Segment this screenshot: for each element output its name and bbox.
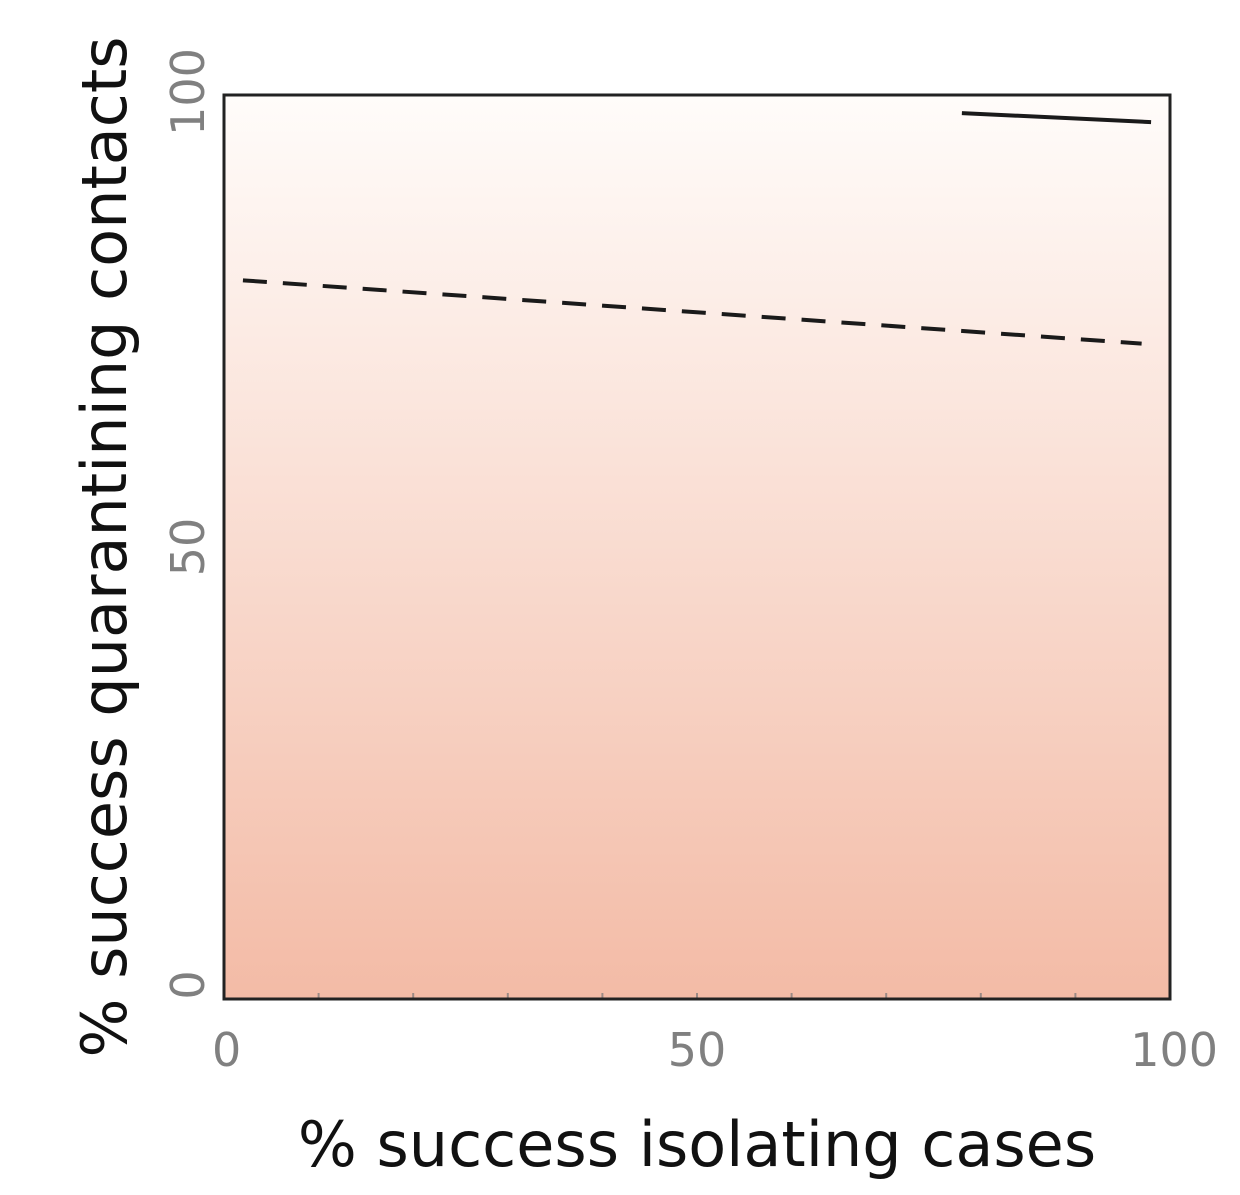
contour-lines: [242, 111, 1152, 346]
x-tick-label: 0: [212, 1023, 241, 1077]
y-axis-title: % success quarantining contacts: [68, 36, 141, 1057]
y-tick-label: 100: [161, 48, 215, 136]
dashed-contour-line: [242, 278, 1142, 346]
axis-ticks: [317, 993, 1077, 999]
y-tick-label: 50: [161, 518, 215, 577]
heatmap-background: [224, 95, 1170, 999]
x-tick-labels: 0 50 100: [212, 1023, 1218, 1077]
solid-contour-line: [961, 111, 1152, 125]
y-tick-label: 0: [161, 970, 215, 999]
x-tick-label: 100: [1130, 1023, 1218, 1077]
x-axis-title: % success isolating cases: [298, 1108, 1096, 1181]
x-tick-label: 50: [668, 1023, 727, 1077]
y-tick-labels: 0 50 100: [161, 48, 215, 1000]
plot-frame: [222, 93, 1172, 1001]
